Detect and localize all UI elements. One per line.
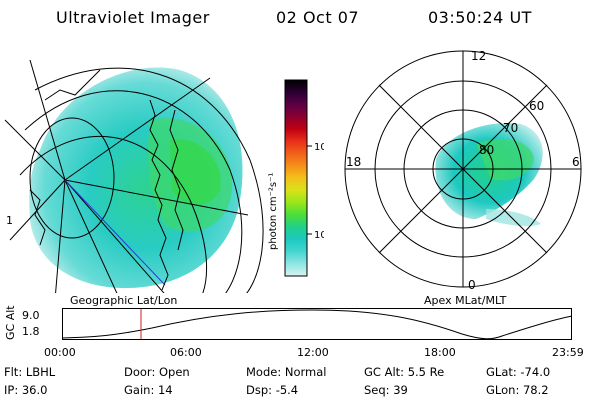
lat-lon-grid	[4, 59, 264, 293]
gc-alt-field: GC Alt: 5.5 Re	[364, 365, 445, 379]
altitude-xtick-2: 12:00	[297, 346, 329, 359]
colorbar: 100 10 photon cm⁻²s⁻¹	[268, 79, 324, 277]
altitude-curve	[62, 309, 573, 340]
altitude-ytick-high: 9.0	[22, 309, 40, 322]
colorbar-tick-10: 10	[314, 230, 324, 241]
ip-field: IP: 36.0	[4, 383, 48, 397]
mlt-label-top: 12	[471, 49, 486, 63]
altitude-plot	[62, 308, 573, 340]
colorbar-tick-100: 100	[314, 142, 324, 153]
mlt-label-bottom: 0	[468, 278, 476, 292]
edge-mark-label: 1	[6, 214, 13, 227]
lat-label-70: 70	[503, 121, 518, 135]
instrument-title: Ultraviolet Imager	[56, 8, 210, 27]
coastline	[29, 69, 184, 291]
time-label: 03:50:24 UT	[428, 8, 532, 27]
altitude-xtick-0: 00:00	[44, 346, 76, 359]
colorbar-unit-label: photon cm⁻²s⁻¹	[268, 173, 279, 250]
gain-field: Gain: 14	[124, 383, 173, 397]
mlt-label-left: 18	[346, 155, 361, 169]
altitude-xtick-3: 18:00	[424, 346, 456, 359]
glon-field: GLon: 78.2	[486, 383, 549, 397]
altitude-xtick-4: 23:59	[552, 346, 584, 359]
door-field: Door: Open	[124, 365, 190, 379]
altitude-xtick-1: 06:00	[170, 346, 202, 359]
apex-caption: Apex MLat/MLT	[424, 294, 507, 307]
glat-field: GLat: -74.0	[486, 365, 551, 379]
dsp-field: Dsp: -5.4	[246, 383, 299, 397]
lat-label-60: 60	[529, 99, 544, 113]
geographic-image-panel: 1	[4, 59, 264, 293]
altitude-ytick-low: 1.8	[22, 325, 40, 338]
lat-label-80: 80	[479, 143, 494, 157]
flt-field: Flt: LBHL	[4, 365, 56, 379]
geographic-caption: Geographic Lat/Lon	[70, 294, 178, 307]
mlt-label-right: 6	[572, 155, 580, 169]
polar-plot-panel: 12 18 6 0 60 70 80	[344, 49, 582, 292]
date-label: 02 Oct 07	[276, 8, 360, 27]
seq-field: Seq: 39	[364, 383, 408, 397]
mode-field: Mode: Normal	[246, 365, 327, 379]
altitude-ylabel: GC Alt	[4, 305, 17, 340]
